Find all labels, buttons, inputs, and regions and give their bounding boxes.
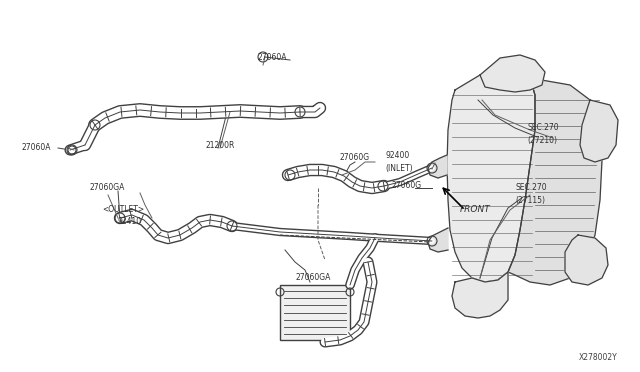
Text: (27210): (27210) <box>527 135 557 144</box>
Text: <OUTLET>: <OUTLET> <box>102 205 144 215</box>
Polygon shape <box>565 235 608 285</box>
Polygon shape <box>480 55 545 92</box>
Text: 92400: 92400 <box>385 151 409 160</box>
Text: (INLET): (INLET) <box>385 164 413 173</box>
Text: FRONT: FRONT <box>460 205 491 215</box>
Polygon shape <box>428 228 448 252</box>
Text: 27060G: 27060G <box>392 180 422 189</box>
Text: 92410: 92410 <box>118 218 142 227</box>
Polygon shape <box>452 272 508 318</box>
Polygon shape <box>498 78 602 285</box>
Polygon shape <box>447 72 535 282</box>
Polygon shape <box>580 100 618 162</box>
Polygon shape <box>428 155 447 178</box>
Text: 27060G: 27060G <box>340 154 370 163</box>
Text: (27115): (27115) <box>515 196 545 205</box>
Text: 27060A: 27060A <box>22 144 51 153</box>
Text: 21200R: 21200R <box>205 141 234 150</box>
Text: SEC.270: SEC.270 <box>515 183 547 192</box>
Text: 27060GA: 27060GA <box>295 273 330 282</box>
Text: 27060A: 27060A <box>258 54 287 62</box>
Bar <box>280 285 350 340</box>
Text: SEC.270: SEC.270 <box>527 124 559 132</box>
Text: X278002Y: X278002Y <box>579 353 618 362</box>
Text: 27060GA: 27060GA <box>90 183 125 192</box>
